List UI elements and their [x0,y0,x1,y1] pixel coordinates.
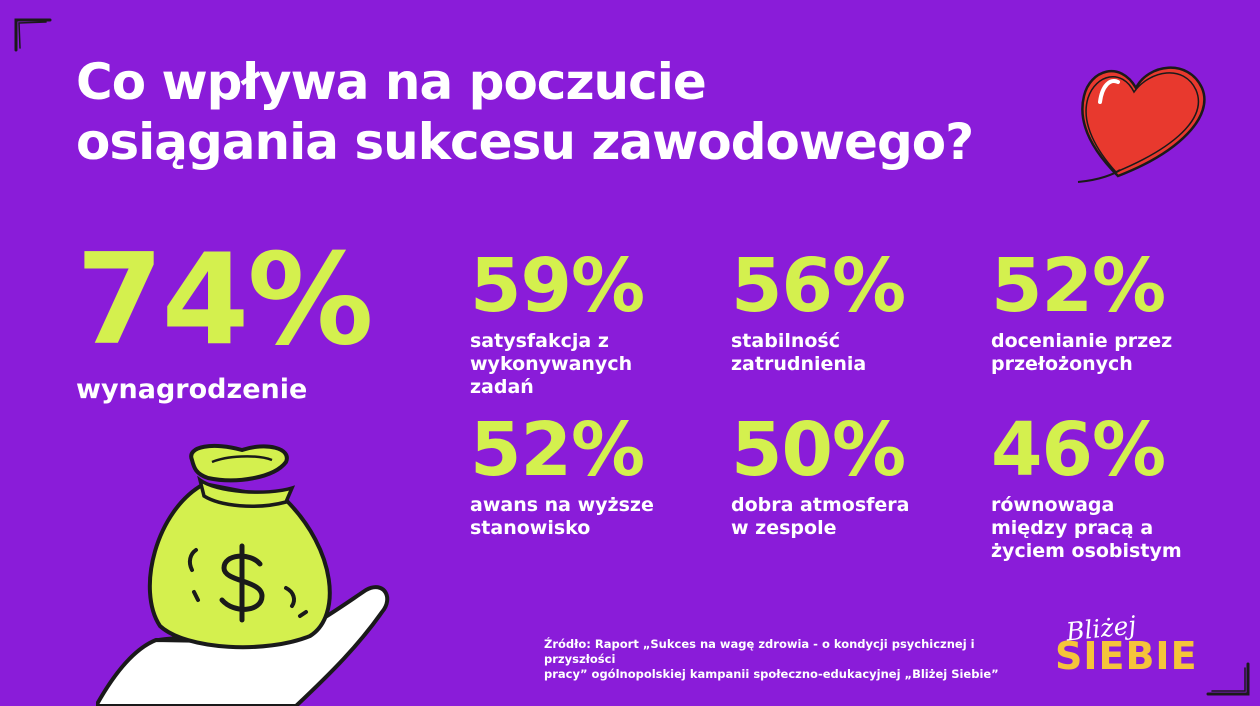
stat-value: 59% [470,243,645,329]
stat-label-line: zadań [470,376,534,398]
source-line-2: pracy” ogólnopolskiej kampanii społeczno… [544,667,999,681]
corner-mark-top-left [14,18,52,52]
source-line-1: Źródło: Raport „Sukces na wagę zdrowia -… [544,637,975,666]
stat-label-line: między pracą a [991,517,1154,539]
heart-icon [1077,66,1206,183]
stat-block: 59% satysfakcja z wykonywanych zadań [470,246,710,399]
stat-label-line: awans na wyższe [470,494,654,516]
brand-logo-main: SIEBIE [1055,634,1198,678]
stat-label-line: równowaga [991,494,1115,516]
stat-block: 52% awans na wyższe stanowisko [470,410,710,540]
corner-mark-bottom-right [1206,662,1250,696]
source-note: Źródło: Raport „Sukces na wagę zdrowia -… [544,637,1024,682]
money-bag-icon [96,443,390,706]
page-title: Co wpływa na poczucie osiągania sukcesu … [76,52,974,172]
stat-value: 52% [991,243,1166,329]
stat-block: 52% docenianie przez przełożonych [991,246,1231,376]
main-stat-label: wynagrodzenie [76,374,308,405]
stat-label-line: przełożonych [991,353,1133,375]
stat-label-line: stanowisko [470,517,591,539]
stat-label-line: docenianie przez [991,330,1173,352]
stat-value: 50% [731,407,906,493]
stat-label-line: satysfakcja z [470,330,609,352]
title-line-2: osiągania sukcesu zawodowego? [76,113,974,171]
stat-label-line: zatrudnienia [731,353,867,375]
main-stat-value: 74% [76,226,374,373]
stat-label-line: w zespole [731,517,837,539]
stat-label-line: życiem osobistym [991,540,1182,562]
stat-value: 56% [731,243,906,329]
dollar-sign-icon [219,543,265,623]
stat-value: 46% [991,407,1166,493]
stat-value: 52% [470,407,645,493]
stat-label-line: wykonywanych [470,353,633,375]
stat-label-line: stabilność [731,330,840,352]
title-line-1: Co wpływa na poczucie [76,53,707,111]
stat-block: 46% równowaga między pracą a życiem osob… [991,410,1231,563]
stat-label-line: dobra atmosfera [731,494,910,516]
stat-block: 50% dobra atmosfera w zespole [731,410,971,540]
stat-block: 56% stabilność zatrudnienia [731,246,971,376]
